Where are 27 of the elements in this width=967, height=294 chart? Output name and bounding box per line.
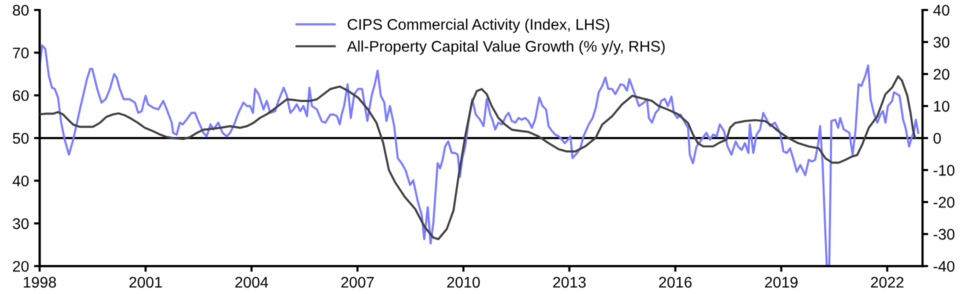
y-tick-label: 50 — [12, 132, 29, 144]
y2-tick-label: 20 — [934, 68, 950, 80]
legend-label: All-Property Capital Value Growth (% y/y, RHS) — [346, 40, 665, 55]
y2-tick-label: 10 — [934, 100, 950, 112]
y-tick-label: 20 — [13, 260, 29, 272]
x-tick-label: 2007 — [341, 276, 374, 288]
y2-tick-label: -30 — [934, 228, 954, 240]
y2-tick-label: 30 — [934, 36, 950, 48]
x-tick-label: 2001 — [129, 276, 162, 288]
y-tick-label: 40 — [12, 176, 29, 186]
y-tick-label: 80 — [12, 4, 29, 16]
x-tick-label: 2016 — [659, 276, 692, 288]
y2-tick-label: 0 — [934, 132, 941, 144]
x-tick-label: 1998 — [24, 276, 56, 288]
x-tick-label: 2004 — [235, 276, 268, 288]
y2-tick-label: -40 — [934, 260, 954, 272]
y-tick-label: 60 — [13, 90, 29, 102]
x-tick-label: 2010 — [447, 276, 480, 288]
legend-label: CIPS Commercial Activity (Index, LHS) — [348, 18, 610, 33]
x-tick-label: 2013 — [553, 276, 586, 288]
y2-tick-label: -20 — [934, 196, 954, 208]
y2-tick-label: 40 — [933, 4, 950, 16]
y-tick-label: 70 — [13, 48, 29, 58]
x-tick-label: 2019 — [765, 276, 798, 288]
y2-tick-label: -10 — [934, 164, 954, 176]
x-tick-label: 2022 — [870, 276, 904, 288]
y-tick-label: 30 — [12, 218, 29, 230]
